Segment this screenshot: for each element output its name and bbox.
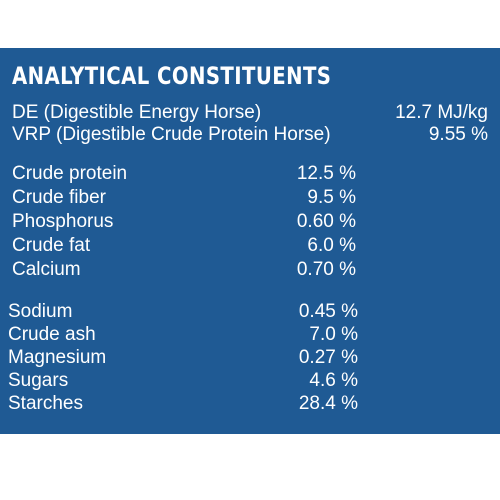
energy-row-vrp: VRP (Digestible Crude Protein Horse) 9.5… xyxy=(0,124,500,146)
nutrient-value: 0.70 % xyxy=(296,259,356,280)
nutrient-value: 12.5 % xyxy=(296,163,356,184)
nutrient-label: Magnesium xyxy=(8,347,107,368)
nutrient-label: Sodium xyxy=(8,301,73,322)
nutrient-label: Phosphorus xyxy=(12,211,114,232)
nutrient-value: 9.5 % xyxy=(307,187,356,208)
nutrient-value: 0.27 % xyxy=(298,347,358,368)
nutrient-row: Crude protein 12.5 % xyxy=(0,163,500,185)
nutrient-label: Crude fat xyxy=(12,235,91,256)
nutrient-value: 28.4 % xyxy=(298,393,358,414)
nutrient-row: Magnesium 0.27 % xyxy=(0,347,500,369)
nutrient-label: Crude protein xyxy=(12,163,128,184)
energy-value: 12.7 MJ/kg xyxy=(395,102,488,123)
nutrient-label: Crude ash xyxy=(8,324,96,345)
nutrient-row: Crude fiber 9.5 % xyxy=(0,187,500,209)
nutrient-value: 0.60 % xyxy=(296,211,356,232)
nutrient-row: Phosphorus 0.60 % xyxy=(0,211,500,233)
energy-row-de: DE (Digestible Energy Horse) 12.7 MJ/kg xyxy=(0,102,500,124)
nutrient-label: Crude fiber xyxy=(12,187,106,208)
nutrient-label: Starches xyxy=(8,393,83,414)
nutrient-row: Starches 28.4 % xyxy=(0,393,500,415)
nutrient-row: Crude ash 7.0 % xyxy=(0,324,500,346)
nutrient-value: 6.0 % xyxy=(307,235,356,256)
energy-value: 9.55 % xyxy=(428,124,488,145)
nutrient-row: Calcium 0.70 % xyxy=(0,259,500,281)
nutrient-label: Sugars xyxy=(8,370,69,391)
panel-heading: ANALYTICAL CONSTITUENTS xyxy=(12,62,332,90)
nutrient-row: Sodium 0.45 % xyxy=(0,301,500,323)
nutrient-value: 7.0 % xyxy=(309,324,358,345)
nutrient-row: Sugars 4.6 % xyxy=(0,370,500,392)
nutrient-row: Crude fat 6.0 % xyxy=(0,235,500,257)
energy-label: DE (Digestible Energy Horse) xyxy=(12,102,262,123)
nutrient-label: Calcium xyxy=(12,259,81,280)
energy-label: VRP (Digestible Crude Protein Horse) xyxy=(12,124,331,145)
nutrient-value: 0.45 % xyxy=(298,301,358,322)
constituents-panel: ANALYTICAL CONSTITUENTS DE (Digestible E… xyxy=(0,48,500,434)
nutrient-value: 4.6 % xyxy=(309,370,358,391)
